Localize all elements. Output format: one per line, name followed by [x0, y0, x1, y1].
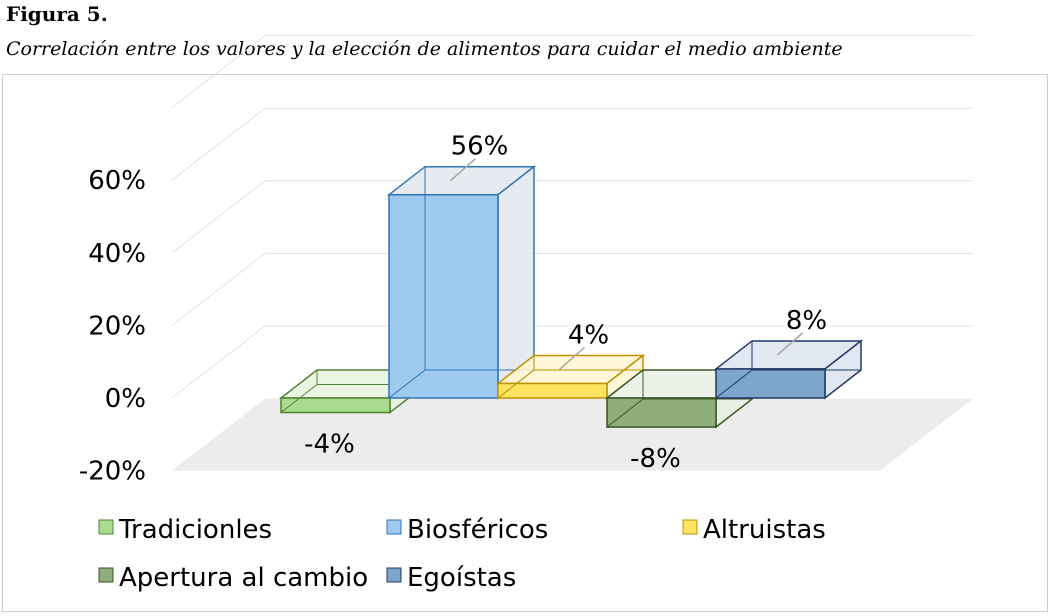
y-tick-label: 40%	[88, 239, 146, 269]
bar-front-face	[388, 193, 499, 399]
data-label-apertura-al-cambio: -8%	[630, 444, 681, 474]
legend-label: Tradicionles	[118, 515, 272, 545]
legend-swatch	[98, 567, 114, 583]
gridline-diagonal	[171, 253, 266, 326]
y-tick-label: 60%	[88, 166, 146, 196]
gridline-diagonal	[171, 107, 266, 181]
gridline-diagonal	[171, 180, 266, 254]
figure-label: Figura 5.	[6, 2, 108, 26]
bar-egoistas	[713, 339, 864, 400]
legend-item-biosfericos: Biosféricos	[386, 515, 548, 545]
legend-item-altruistas: Altruistas	[682, 515, 826, 545]
legend-label: Egoístas	[407, 563, 516, 593]
data-label-altruistas: 4%	[568, 320, 609, 350]
legend-swatch	[98, 519, 114, 535]
bar-front-face	[497, 382, 608, 399]
legend-label: Altruistas	[703, 515, 826, 545]
gridline-diagonal	[171, 325, 266, 399]
y-tick-label: -20%	[79, 457, 146, 487]
gridline-diagonal	[171, 35, 266, 108]
chart-floor	[172, 398, 973, 471]
bar-edge	[280, 384, 318, 413]
legend-item-apertura-al-cambio: Apertura al cambio	[98, 563, 368, 593]
y-tick-label: 0%	[105, 384, 146, 414]
data-label-leader	[450, 158, 476, 182]
chart-frame	[2, 74, 1048, 612]
bar-biosfericos	[386, 165, 537, 400]
y-tick-label: 20%	[88, 311, 146, 341]
legend-label: Apertura al cambio	[119, 563, 368, 593]
legend-item-egoistas: Egoístas	[386, 563, 516, 593]
data-label-leader	[777, 332, 803, 356]
bar-edge	[497, 369, 535, 399]
legend-swatch	[386, 567, 402, 583]
legend-label: Biosféricos	[407, 515, 548, 545]
legend-swatch	[682, 519, 698, 535]
data-labels: -4% 56% 4% -8% 8%	[304, 132, 827, 474]
legend-item-tradicionles: Tradicionles	[98, 515, 272, 545]
legend-swatch	[386, 519, 402, 535]
data-label-egoistas: 8%	[786, 306, 827, 336]
y-axis-ticks: -20% 0% 20% 40% 60%	[79, 166, 146, 486]
bar-front-face	[715, 368, 826, 399]
chart-gridlines	[171, 35, 973, 399]
bar-front-face	[606, 397, 717, 428]
chart-bars	[278, 165, 864, 429]
data-label-biosfericos: 56%	[451, 132, 509, 162]
bar-edge	[388, 369, 426, 399]
data-label-tradicionles: -4%	[304, 430, 355, 460]
bar-edge	[715, 369, 753, 399]
chart-floor-plane	[172, 398, 973, 471]
chart-legend: Tradicionles Biosféricos Altruistas Apertur…	[98, 515, 826, 593]
figure-caption: Correlación entre los valores y la elecc…	[6, 38, 843, 60]
bar-edge	[606, 398, 644, 428]
bar-front-face	[280, 397, 391, 414]
data-label-leader	[559, 346, 585, 371]
